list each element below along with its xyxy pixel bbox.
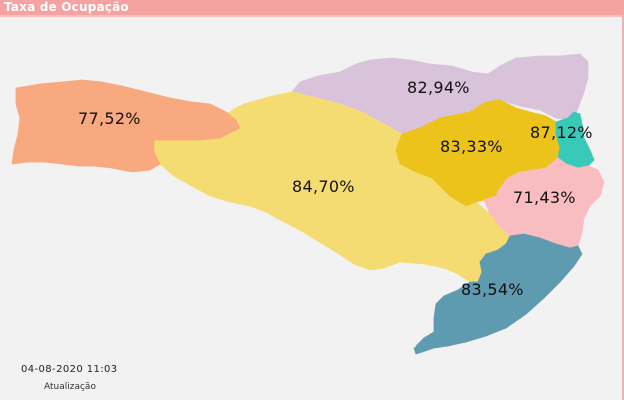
update-timestamp: 04-08-2020 11:03 [21, 364, 118, 375]
header-divider [0, 15, 624, 17]
panel-header: Taxa de Ocupação [0, 0, 624, 15]
update-label: Atualização [44, 382, 96, 392]
label-sul: 83,54% [461, 280, 524, 299]
region-norte[interactable] [555, 111, 595, 169]
region-oeste[interactable] [11, 79, 241, 173]
label-grande-florianopolis: 71,43% [513, 188, 576, 207]
panel-border [622, 15, 624, 400]
region-sul[interactable] [415, 233, 583, 353]
panel-title: Taxa de Ocupação [4, 0, 129, 14]
label-meio-oeste: 84,70% [292, 177, 355, 196]
region-sul-detail [413, 345, 423, 355]
label-norte: 87,12% [530, 123, 593, 142]
label-oeste: 77,52% [78, 109, 141, 128]
label-vale-itajai: 83,33% [440, 137, 503, 156]
label-serra: 82,94% [407, 78, 470, 97]
